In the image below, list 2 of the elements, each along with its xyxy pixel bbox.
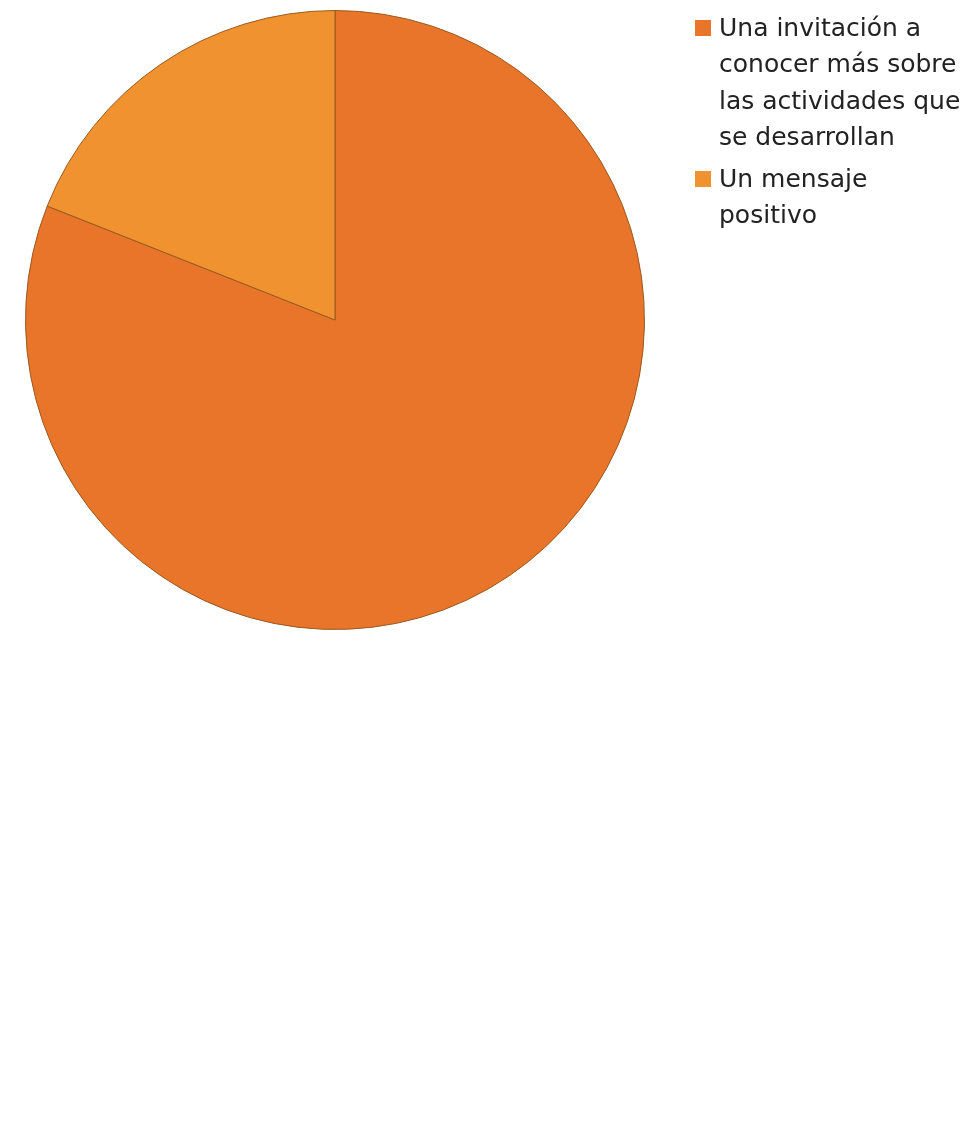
legend-label: Una invitación a conocer más sobre las actividades que se desarrollan — [719, 12, 962, 153]
legend-label: Un mensaje positivo — [719, 163, 869, 232]
